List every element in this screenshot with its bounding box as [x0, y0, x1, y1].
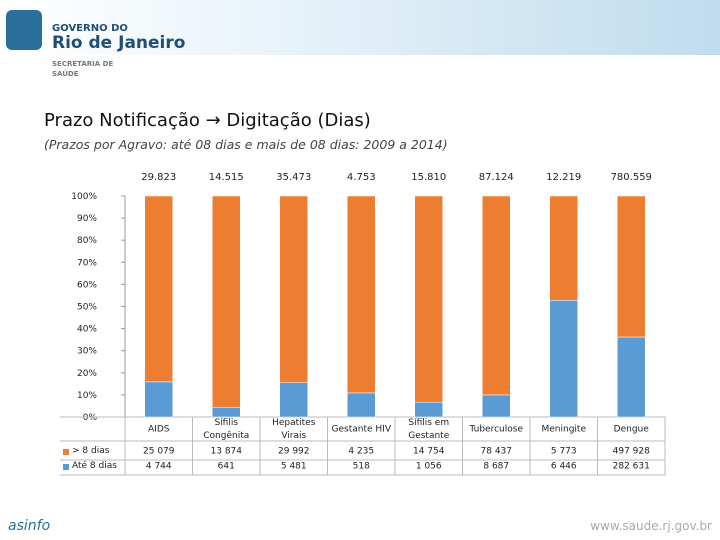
- header-line4: SAÚDE: [52, 69, 79, 78]
- x-tick-label: Gestante HIV: [331, 424, 391, 435]
- bar-segment: [144, 381, 173, 418]
- total-label: 14.515: [209, 172, 244, 183]
- header-line3: SECRETARIA DE: [52, 60, 113, 68]
- x-tick-label: Dengue: [613, 424, 649, 435]
- y-tick-label: 20%: [77, 369, 97, 379]
- total-label: 4.753: [347, 172, 376, 183]
- header-line1: GOVERNO DO: [52, 23, 128, 34]
- x-tick-label: Sífilis Congênita: [203, 418, 250, 441]
- legend-swatch: [63, 449, 69, 455]
- total-label: 35.473: [276, 172, 311, 183]
- y-tick-label: 90%: [77, 214, 97, 224]
- table-value: 4 744: [145, 461, 172, 472]
- x-tick-label: AIDS: [148, 424, 170, 435]
- table-value: 4 235: [348, 446, 375, 457]
- legend-label: Até 8 dias: [72, 461, 117, 471]
- table-value: 5 481: [280, 461, 307, 472]
- bar-segment: [617, 336, 646, 418]
- table-value: 78 437: [480, 446, 513, 457]
- y-tick-label: 40%: [77, 325, 97, 335]
- table-value: 6 446: [550, 461, 577, 472]
- bar-segment: [279, 195, 308, 383]
- bar-segment: [549, 195, 578, 301]
- total-label: 780.559: [611, 172, 652, 183]
- table-value: 282 631: [612, 461, 650, 472]
- table-value: 1 056: [415, 461, 442, 472]
- bar-segment: [347, 195, 376, 394]
- bar-segment: [617, 195, 646, 338]
- table-value: 518: [352, 461, 370, 472]
- table-value: 29 992: [278, 446, 310, 457]
- header-band: [0, 0, 720, 55]
- bar-segment: [212, 407, 241, 418]
- bar-segment: [549, 300, 578, 418]
- total-label: 29.823: [141, 172, 176, 183]
- bar-segment: [279, 382, 308, 418]
- header-line2: Rio de Janeiro: [52, 33, 185, 53]
- bar-segment: [414, 401, 443, 418]
- y-tick-label: 60%: [77, 280, 97, 290]
- x-tick-label: Meningite: [541, 424, 587, 435]
- y-tick-label: 10%: [77, 391, 97, 401]
- table-value: 8 687: [483, 461, 510, 472]
- table-value: 25 079: [143, 446, 175, 457]
- y-tick-label: 50%: [77, 303, 97, 313]
- chart-subtitle: (Prazos por Agravo: até 08 dias e mais d…: [44, 137, 448, 152]
- table-value: 14 754: [413, 446, 445, 457]
- table-value: 5 773: [550, 446, 577, 457]
- total-label: 15.810: [411, 172, 446, 183]
- y-tick-label: 0%: [83, 413, 98, 423]
- bar-segment: [414, 195, 443, 403]
- total-label: 12.219: [546, 172, 581, 183]
- legend-label: > 8 dias: [72, 446, 110, 456]
- y-tick-label: 100%: [71, 192, 97, 202]
- table-value: 497 928: [612, 446, 650, 457]
- table-value: 641: [217, 461, 235, 472]
- bar-segment: [144, 195, 173, 383]
- y-tick-label: 80%: [77, 236, 97, 246]
- table-value: 13 874: [210, 446, 243, 457]
- x-tick-label: Tuberculose: [469, 424, 523, 435]
- bar-segment: [347, 392, 376, 418]
- bar-segment: [482, 195, 511, 396]
- chart-title: Prazo Notificação → Digitação (Dias): [44, 110, 371, 131]
- x-tick-label: Sífilis em Gestante: [408, 418, 450, 441]
- bar-segment: [212, 195, 241, 408]
- y-tick-label: 70%: [77, 258, 97, 268]
- total-label: 87.124: [479, 172, 514, 183]
- footer-url: www.saude.rj.gov.br: [590, 519, 712, 533]
- x-tick-label: Hepatites Virais: [272, 418, 316, 441]
- logo-emblem: [6, 10, 42, 50]
- footer-brand: asinfo: [8, 518, 50, 534]
- bar-segment: [482, 394, 511, 418]
- y-tick-label: 30%: [77, 347, 97, 357]
- legend-swatch: [63, 464, 69, 470]
